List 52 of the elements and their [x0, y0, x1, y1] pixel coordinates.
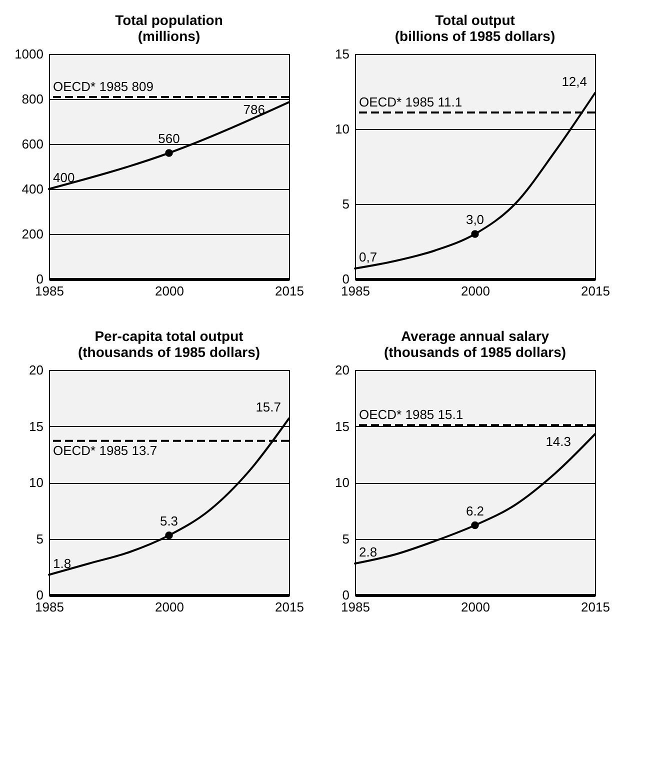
x-tick-label: 1985	[35, 600, 64, 614]
data-label: 15.7	[256, 399, 281, 414]
y-tick-label: 400	[22, 182, 44, 196]
data-label: 3,0	[466, 212, 484, 227]
ref-line-label: OECD* 1985 809	[53, 78, 154, 94]
chart-title: Total output (billions of 1985 dollars)	[394, 12, 556, 44]
x-tick-label: 2015	[275, 284, 304, 298]
data-label: 0,7	[359, 250, 378, 264]
y-tick-label: 15	[29, 418, 44, 434]
y-tick-label: 10	[335, 475, 350, 490]
x-tick-label: 1985	[341, 284, 370, 298]
y-tick-label: 200	[22, 226, 44, 242]
x-tick-label: 2015	[275, 600, 304, 614]
y-tick-label: 1000	[14, 46, 44, 62]
x-tick-label: 2000	[461, 284, 490, 298]
data-label: 14.3	[546, 434, 571, 450]
x-tick-label: 2015	[581, 284, 610, 298]
ref-line-label: OECD* 1985 13.7	[53, 442, 158, 458]
data-label: 560	[158, 131, 180, 146]
y-tick-label: 5	[342, 531, 350, 546]
y-tick-label: 15	[335, 46, 350, 62]
y-tick-label: 5	[342, 196, 350, 212]
y-tick-label: 0	[342, 588, 350, 602]
x-tick-label: 2000	[155, 284, 184, 298]
data-label: 5.3	[160, 513, 178, 528]
y-tick-label: 20	[335, 362, 350, 378]
ref-line-label: OECD* 1985 11.1	[359, 94, 462, 110]
y-tick-label: 20	[29, 362, 44, 378]
y-tick-label: 10	[29, 475, 44, 490]
chart-title: Average annual salary (thousands of 1985 dollars)	[384, 328, 566, 360]
y-tick-label: 0	[36, 588, 44, 602]
chart-title: Total population (millions)	[115, 12, 223, 44]
x-tick-label: 2015	[581, 600, 610, 614]
data-label: 12,4	[562, 74, 587, 89]
y-tick-label: 600	[22, 136, 44, 152]
y-tick-label: 10	[335, 122, 350, 136]
y-tick-label: 800	[22, 92, 44, 106]
data-label: 6.2	[466, 503, 484, 518]
data-label: 400	[53, 170, 75, 185]
ref-line-label: OECD* 1985 15.1	[359, 407, 464, 422]
y-tick-label: 0	[342, 272, 350, 286]
x-tick-label: 2000	[155, 600, 184, 614]
y-tick-label: 5	[36, 531, 44, 546]
data-label: 1.8	[53, 556, 72, 571]
data-label: 786	[243, 102, 265, 118]
x-tick-label: 1985	[341, 600, 370, 614]
data-label: 2.8	[359, 544, 378, 560]
x-tick-label: 2000	[461, 600, 490, 614]
y-tick-label: 0	[36, 272, 44, 286]
y-tick-label: 15	[335, 418, 350, 434]
chart-title: Per-capita total output (thousands of 1985 dollars)	[78, 328, 260, 360]
x-tick-label: 1985	[35, 284, 64, 298]
